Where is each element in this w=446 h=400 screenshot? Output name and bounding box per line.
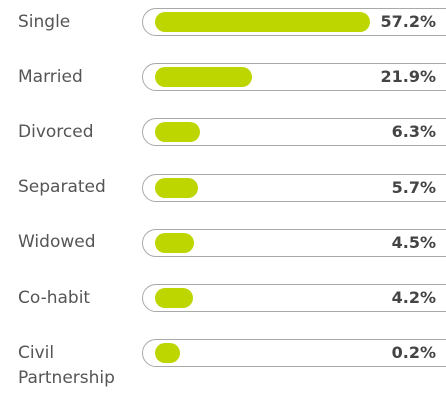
category-label: Single — [18, 11, 71, 32]
value-label: 5.7% — [391, 177, 436, 197]
bar — [155, 288, 194, 308]
value-label: 6.3% — [391, 122, 436, 142]
category-label: Divorced — [18, 121, 94, 142]
category-label: Civil Partnership — [18, 342, 115, 388]
bar — [155, 343, 180, 364]
value-label: 0.2% — [391, 343, 436, 363]
category-label: Married — [18, 66, 83, 87]
category-label: Separated — [18, 177, 106, 198]
value-label: 21.9% — [380, 67, 436, 87]
bar-track — [142, 284, 446, 312]
value-label: 57.2% — [380, 12, 436, 31]
bar — [155, 232, 195, 253]
category-label: Widowed — [18, 232, 96, 253]
category-label: Co-habit — [18, 287, 91, 308]
bar — [155, 122, 201, 143]
bar-track — [142, 63, 446, 92]
value-label: 4.2% — [391, 288, 436, 307]
bar-track — [142, 8, 446, 36]
bar-track — [142, 173, 446, 202]
value-label: 4.5% — [391, 232, 436, 252]
bar-track — [142, 339, 446, 368]
bar-track — [142, 228, 446, 257]
bar — [155, 12, 370, 32]
bar-track — [142, 118, 446, 147]
bar — [155, 177, 199, 198]
bar — [155, 67, 253, 88]
